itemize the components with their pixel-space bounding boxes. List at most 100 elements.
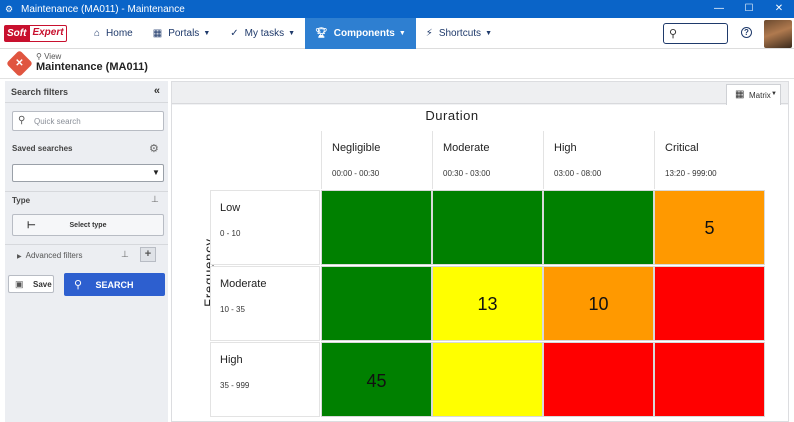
collapse-panel-icon[interactable]: « <box>153 85 160 97</box>
caret-down-icon: ▼ <box>288 29 296 37</box>
advanced-filters-label: Advanced filters <box>25 251 83 260</box>
risk-matrix: Duration Frequency Negligible 00:00 - 00… <box>172 105 788 421</box>
column-range: 00:00 - 00:30 <box>332 169 380 178</box>
grid-icon: ▦ <box>152 27 163 39</box>
select-type-button[interactable]: ⊢ Select type <box>12 214 164 236</box>
nav-shortcuts-label: Shortcuts <box>438 27 482 39</box>
tree-icon: ⊢ <box>27 220 36 231</box>
caret-down-icon: ▼ <box>398 29 406 37</box>
nav-home[interactable]: ⌂ Home <box>84 18 143 49</box>
nav-components-label: Components <box>333 27 395 39</box>
row-name: High <box>220 354 243 366</box>
nav-components[interactable]: 🏆︎ Components ▼ <box>305 17 416 49</box>
column-range: 00:30 - 03:00 <box>443 169 491 178</box>
gear-icon[interactable]: ⚙ <box>149 143 159 155</box>
saved-searches-label: Saved searches <box>12 144 73 153</box>
search-label: SEARCH <box>95 280 134 290</box>
row-name: Low <box>220 202 241 214</box>
maintenance-icon: ✕ <box>6 50 33 77</box>
search-filters-header: Search filters « <box>5 81 168 103</box>
nav-portals[interactable]: ▦ Portals ▼ <box>143 18 221 49</box>
matrix-cell[interactable]: 5 <box>654 190 765 265</box>
cell-value: 45 <box>366 371 387 391</box>
breadcrumb-view: View <box>44 52 62 61</box>
quick-search-placeholder: Quick search <box>34 117 81 126</box>
matrix-cell[interactable]: 45 <box>321 342 432 417</box>
global-search-input[interactable]: ⚲ <box>663 23 728 44</box>
nav-my-tasks[interactable]: ✓ My tasks ▼ <box>220 18 305 49</box>
quick-search-input[interactable]: ⚲ Quick search <box>12 111 164 131</box>
row-name: Moderate <box>220 278 267 290</box>
search-button[interactable]: ⚲ SEARCH <box>64 273 165 296</box>
search-icon: ⚲ <box>36 52 45 61</box>
page-header: ✕ ⚲ View Maintenance (MA011) <box>0 49 794 79</box>
matrix-cell[interactable] <box>543 190 654 265</box>
pin-icon[interactable]: ⊥ <box>121 249 129 259</box>
cell-value: 5 <box>704 218 715 238</box>
view-mode-label: Matrix <box>749 91 771 100</box>
caret-down-icon: ▼ <box>203 29 211 37</box>
window-controls: — ☐ ✕ <box>704 0 794 18</box>
matrix-cell[interactable] <box>543 342 654 417</box>
matrix-column-title: Duration <box>425 108 479 123</box>
matrix-cell[interactable] <box>321 266 432 341</box>
search-icon: ⚲ <box>74 279 83 291</box>
user-avatar[interactable] <box>764 20 792 48</box>
app-icon: ⚙ <box>5 4 14 14</box>
nav-shortcuts[interactable]: ⚡︎ Shortcuts ▼ <box>416 18 502 49</box>
window-title: Maintenance (MA011) - Maintenance <box>21 3 185 15</box>
help-icon[interactable]: ? <box>741 27 752 38</box>
saved-searches-select[interactable]: ▼ <box>12 164 164 182</box>
save-label: Save <box>33 280 52 289</box>
maximize-button[interactable]: ☐ <box>744 3 754 14</box>
column-range: 03:00 - 08:00 <box>554 169 602 178</box>
page-title: Maintenance (MA011) <box>36 61 148 73</box>
search-icon: ⚲ <box>669 28 678 40</box>
divider <box>5 191 168 192</box>
matrix-cell[interactable] <box>321 190 432 265</box>
logo-expert-text: Expert <box>29 24 67 42</box>
pin-icon[interactable]: ⊥ <box>151 194 159 204</box>
close-button[interactable]: ✕ <box>774 3 784 14</box>
nav-my-tasks-label: My tasks <box>244 27 285 39</box>
save-search-button[interactable]: ▣ Save <box>8 275 54 293</box>
trophy-icon: 🏆︎ <box>315 27 328 39</box>
matrix-cell[interactable] <box>432 342 543 417</box>
matrix-cell[interactable] <box>654 342 765 417</box>
row-range: 35 - 999 <box>220 381 250 390</box>
matrix-cell[interactable] <box>432 190 543 265</box>
column-name: Moderate <box>443 142 490 154</box>
window-title-bar: ⚙ Maintenance (MA011) - Maintenance — ☐ … <box>0 0 794 18</box>
divider <box>5 244 168 245</box>
column-header-high: High 03:00 - 08:00 <box>543 131 654 189</box>
advanced-filters-toggle[interactable]: ▶ Advanced filters <box>17 251 83 260</box>
softexpert-logo[interactable]: Soft Expert <box>4 24 67 42</box>
check-icon: ✓ <box>230 27 239 39</box>
bolt-icon: ⚡︎ <box>425 27 433 39</box>
matrix-cell[interactable]: 10 <box>543 266 654 341</box>
column-name: Negligible <box>332 142 381 154</box>
expand-arrow-icon: ▶ <box>17 254 22 260</box>
add-filter-icon[interactable]: + <box>140 247 156 262</box>
row-header-low: Low 0 - 10 <box>210 190 320 265</box>
breadcrumb[interactable]: ⚲ View <box>36 52 61 61</box>
minimize-button[interactable]: — <box>714 3 724 14</box>
select-type-label: Select type <box>69 222 107 229</box>
search-filters-panel: Search filters « ⚲ Quick search Saved se… <box>5 81 168 422</box>
row-header-high: High 35 - 999 <box>210 342 320 417</box>
column-header-negligible: Negligible 00:00 - 00:30 <box>321 131 432 189</box>
search-filters-title: Search filters <box>11 86 69 97</box>
view-mode-dropdown[interactable]: ▦ Matrix ▼ <box>726 84 781 105</box>
nav-home-label: Home <box>106 27 133 39</box>
type-label: Type <box>12 196 31 205</box>
main-content: ▦ Matrix ▼ Duration Frequency Negligible… <box>171 81 789 422</box>
home-icon: ⌂ <box>94 27 101 39</box>
cell-value: 10 <box>588 294 609 314</box>
row-range: 10 - 35 <box>220 305 245 314</box>
row-range: 0 - 10 <box>220 229 241 238</box>
matrix-cell[interactable]: 13 <box>432 266 543 341</box>
column-name: High <box>554 142 577 154</box>
matrix-cell[interactable] <box>654 266 765 341</box>
nav-portals-label: Portals <box>168 27 200 39</box>
table-icon: ▦ <box>735 89 745 100</box>
